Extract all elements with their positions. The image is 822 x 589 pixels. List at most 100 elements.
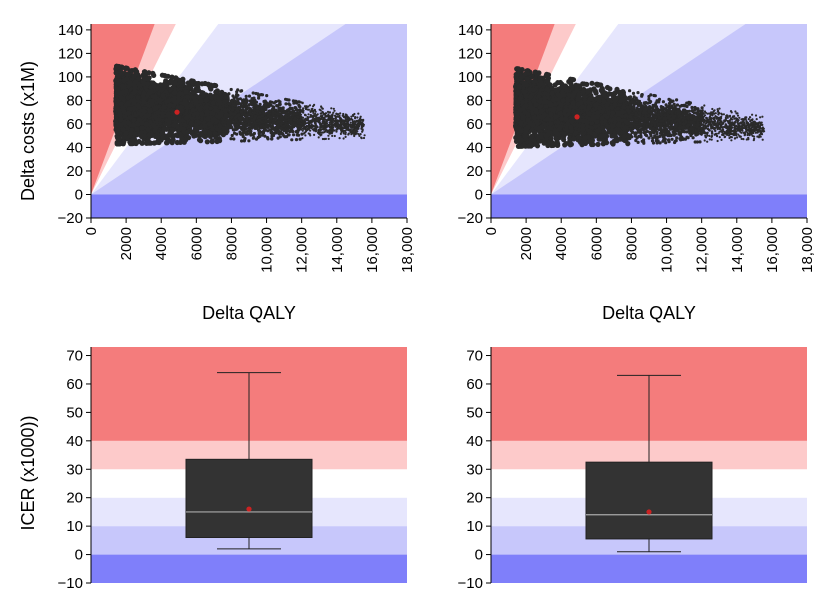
sim-point [271, 133, 276, 138]
sim-point [347, 133, 350, 136]
sim-point [321, 111, 325, 114]
sim-point [304, 128, 307, 131]
sim-point [281, 111, 286, 115]
sim-point [349, 131, 352, 134]
sim-point [252, 131, 256, 136]
sim-point [352, 114, 355, 117]
sim-point [291, 130, 295, 134]
sim-point [256, 92, 260, 96]
sim-point [303, 131, 306, 134]
sim-point [190, 89, 196, 95]
sim-point [233, 99, 237, 103]
sim-point [313, 133, 316, 136]
sim-point [301, 102, 304, 105]
sim-point [252, 96, 256, 100]
sim-point [338, 137, 341, 140]
sim-point [310, 108, 313, 111]
sim-point [258, 134, 262, 138]
sim-point [350, 115, 353, 118]
sim-point [174, 139, 180, 146]
sim-point [244, 94, 248, 98]
sim-point [344, 115, 347, 118]
sim-point [333, 109, 336, 112]
sim-point [306, 119, 309, 122]
sim-point [357, 112, 360, 115]
sim-point [344, 135, 347, 138]
sim-point [200, 90, 206, 96]
sim-point [356, 125, 359, 128]
sim-point [312, 118, 315, 121]
sim-point [242, 98, 246, 102]
sim-point [192, 126, 199, 132]
sim-point [273, 131, 277, 135]
sim-point [339, 112, 342, 115]
sim-point [143, 121, 149, 127]
sim-point [231, 94, 235, 98]
sim-point [133, 140, 139, 147]
sim-point [300, 132, 304, 136]
sim-point [113, 70, 119, 76]
sim-point [254, 137, 259, 141]
sim-point [331, 128, 335, 131]
sim-point [147, 89, 153, 95]
sim-point [268, 100, 272, 104]
sim-point [274, 100, 278, 104]
sim-point [337, 113, 340, 116]
sim-point [276, 104, 280, 108]
sim-point [237, 125, 241, 129]
sim-point [322, 122, 325, 125]
sim-point [312, 105, 315, 108]
sim-point [295, 133, 299, 137]
sim-point [349, 121, 352, 124]
sim-point [123, 134, 129, 140]
sim-point [353, 112, 356, 116]
sim-point [315, 117, 318, 120]
sim-point [307, 108, 310, 111]
sim-point [328, 130, 331, 133]
sim-point [316, 113, 319, 116]
sim-point [255, 109, 259, 113]
sim-point [302, 127, 305, 130]
sim-point [279, 121, 284, 125]
sim-point [259, 93, 263, 97]
sim-point [150, 70, 156, 76]
sim-point [354, 125, 357, 128]
sim-point [350, 124, 353, 127]
sim-point [254, 100, 259, 104]
sim-point [263, 134, 267, 138]
sim-point [302, 109, 305, 112]
sim-point [253, 114, 258, 118]
sim-point [228, 113, 232, 117]
sim-point [275, 125, 279, 129]
sim-point [319, 126, 322, 129]
sim-point [269, 130, 273, 135]
sim-point [244, 131, 248, 135]
sim-point [245, 104, 249, 108]
sim-point [326, 110, 330, 113]
sim-point [294, 138, 299, 142]
sim-point [339, 125, 342, 128]
sim-point [318, 132, 321, 136]
sim-point [264, 107, 268, 111]
sim-point [362, 123, 365, 126]
sim-point [260, 114, 265, 118]
sim-point [327, 137, 330, 140]
sim-point [309, 124, 312, 127]
sim-point [130, 136, 136, 143]
sim-point [257, 115, 261, 119]
sim-point [183, 89, 189, 95]
sim-point [194, 82, 200, 88]
sim-point [229, 100, 233, 104]
sim-point [155, 110, 161, 116]
sim-point [284, 102, 288, 106]
sim-point [145, 138, 151, 144]
sim-point [293, 116, 297, 120]
sim-point [230, 133, 234, 138]
sim-point [252, 106, 256, 110]
sim-point [312, 111, 315, 114]
sim-point [347, 124, 350, 127]
sim-point [247, 94, 252, 98]
sim-point [139, 140, 145, 146]
